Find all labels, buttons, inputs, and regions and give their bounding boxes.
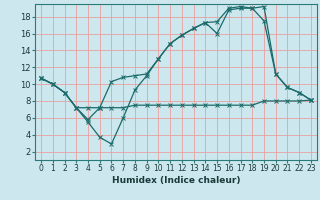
X-axis label: Humidex (Indice chaleur): Humidex (Indice chaleur) [112,176,240,185]
